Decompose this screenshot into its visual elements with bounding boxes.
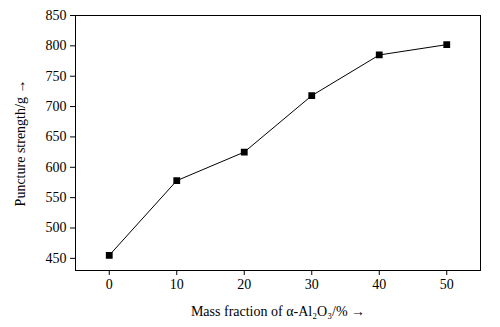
svg-text:20: 20 — [237, 277, 251, 292]
svg-text:850: 850 — [46, 8, 67, 23]
svg-text:600: 600 — [46, 160, 67, 175]
svg-text:700: 700 — [46, 99, 67, 114]
svg-text:550: 550 — [46, 190, 67, 205]
svg-text:500: 500 — [46, 220, 67, 235]
svg-text:50: 50 — [440, 277, 454, 292]
svg-text:Mass fraction of α-Al₂O₃/% →: Mass fraction of α-Al₂O₃/% → — [191, 304, 365, 319]
svg-text:40: 40 — [372, 277, 386, 292]
svg-text:Puncture strength/g →: Puncture strength/g → — [13, 80, 28, 207]
svg-text:800: 800 — [46, 38, 67, 53]
svg-text:750: 750 — [46, 69, 67, 84]
svg-text:450: 450 — [46, 251, 67, 266]
svg-text:650: 650 — [46, 129, 67, 144]
svg-text:10: 10 — [170, 277, 184, 292]
svg-text:0: 0 — [106, 277, 113, 292]
svg-text:30: 30 — [305, 277, 319, 292]
